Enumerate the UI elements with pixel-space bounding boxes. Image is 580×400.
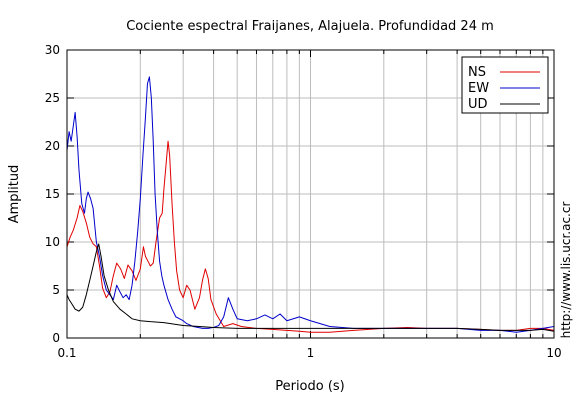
y-tick-label: 25: [45, 91, 60, 105]
chart-title: Cociente espectral Fraijanes, Alajuela. …: [126, 19, 494, 34]
x-tick-label: 1: [307, 346, 315, 360]
x-tick-label: 10: [546, 346, 561, 360]
x-axis-label: Periodo (s): [275, 379, 345, 394]
watermark: http://www.lis.ucr.ac.cr: [559, 202, 573, 339]
y-tick-label: 20: [45, 139, 60, 153]
legend-label-ns: NS: [468, 65, 486, 80]
series-line-ew: [66, 76, 555, 333]
y-tick-label: 0: [52, 331, 60, 345]
legend-label-ew: EW: [468, 81, 489, 96]
legend-label-ud: UD: [468, 97, 488, 112]
plot-area: [66, 76, 555, 333]
series-line-ns: [66, 140, 555, 333]
y-axis-label: Amplitud: [7, 165, 22, 224]
y-tick-label: 30: [45, 43, 60, 57]
x-tick-label: 0.1: [57, 346, 76, 360]
plot-frame: [66, 49, 555, 339]
y-tick-label: 5: [52, 283, 60, 297]
series-line-ud: [66, 243, 555, 332]
y-tick-label: 15: [45, 187, 60, 201]
y-tick-label: 10: [45, 235, 60, 249]
